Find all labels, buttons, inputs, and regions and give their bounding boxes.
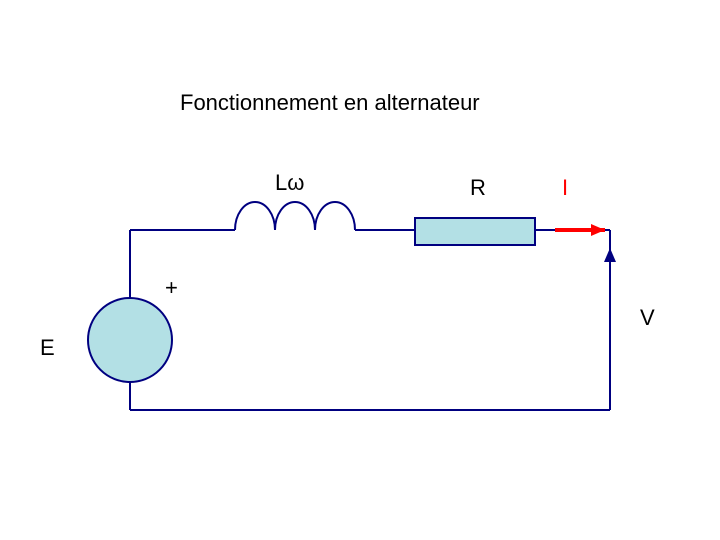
circuit-diagram — [0, 0, 720, 540]
